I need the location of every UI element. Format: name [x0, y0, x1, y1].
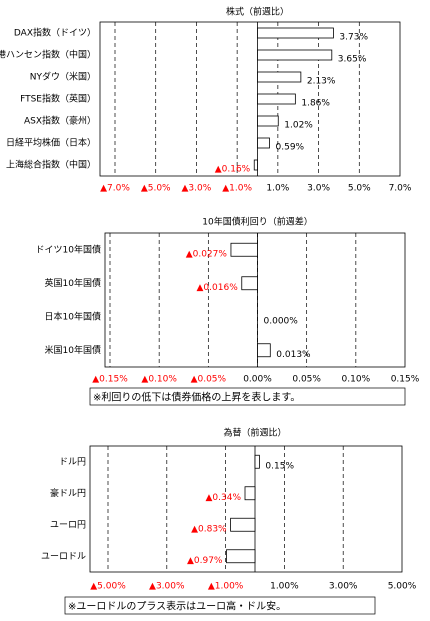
x-tick-label: 0.00%	[243, 375, 272, 385]
bar	[257, 115, 279, 127]
x-tick-label: 5.0%	[348, 184, 371, 194]
x-tick-label: ▲0.15%	[92, 375, 128, 385]
chart-title: 10年国債利回り（前週差）	[202, 216, 312, 228]
value-label: ▲0.97%	[187, 556, 223, 566]
x-tick-label: 1.00%	[270, 582, 299, 592]
bar	[257, 93, 296, 105]
bar	[230, 242, 258, 257]
category-label: ユーロドル	[41, 552, 86, 562]
category-label: 上海総合指数（中国）	[6, 159, 96, 171]
plot-frame	[104, 232, 406, 368]
category-label: ドイツ10年国債	[36, 243, 101, 255]
bar	[244, 486, 256, 501]
x-tick-label: 5.00%	[388, 582, 417, 592]
x-tick-label: ▲0.05%	[191, 375, 227, 385]
value-label: ▲0.16%	[215, 165, 251, 175]
x-tick-label: ▲0.10%	[141, 375, 177, 385]
x-tick-label: ▲1.00%	[208, 582, 244, 592]
note-box	[89, 387, 406, 406]
bar	[253, 159, 258, 171]
bar	[254, 454, 260, 469]
category-label: ドル円	[59, 456, 86, 467]
x-tick-label: 0.10%	[342, 375, 371, 385]
bar	[257, 343, 271, 358]
category-label: NYダウ（米国）	[30, 71, 96, 83]
x-tick-label: 0.05%	[292, 375, 321, 385]
category-label: 豪ドル円	[50, 487, 86, 499]
chart-title: 株式（前週比）	[226, 6, 289, 18]
value-label: ▲0.83%	[191, 524, 227, 534]
bar	[257, 27, 334, 39]
x-tick-label: 3.00%	[329, 582, 358, 592]
bar	[257, 49, 333, 61]
category-label: ASX指数（豪州）	[24, 115, 96, 127]
chart-title: 為替（前週比）	[223, 427, 286, 439]
value-label: 2.13%	[307, 77, 336, 87]
value-label: 0.000%	[264, 316, 299, 326]
bar	[257, 71, 302, 83]
note: ※ユーロドルのプラス表示はユーロ高・ドル安。	[68, 600, 286, 613]
category-label: ユーロ円	[50, 519, 86, 530]
x-tick-label: ▲5.00%	[90, 582, 126, 592]
category-label: DAX指数（ドイツ）	[14, 27, 96, 39]
bar	[241, 276, 258, 291]
x-tick-label: 1.0%	[266, 184, 289, 194]
x-tick-label: ▲3.00%	[149, 582, 185, 592]
value-label: 0.59%	[276, 143, 305, 153]
value-label: 3.65%	[338, 55, 367, 65]
x-tick-label: ▲1.0%	[222, 184, 252, 194]
x-tick-label: ▲5.0%	[141, 184, 171, 194]
category-label: 米国10年国債	[45, 344, 101, 356]
x-tick-label: 3.0%	[307, 184, 330, 194]
value-label: ▲0.027%	[186, 249, 228, 259]
bar	[230, 517, 256, 532]
bar	[257, 137, 270, 149]
value-label: 3.73%	[339, 33, 368, 43]
x-tick-label: 0.15%	[391, 375, 420, 385]
category-label: 英国10年国債	[45, 277, 101, 289]
category-label: FTSE指数（英国）	[20, 93, 96, 105]
value-label: 1.86%	[301, 99, 330, 109]
note-box	[64, 596, 376, 615]
plot-frame	[99, 21, 401, 177]
category-label: 日経平均株価（日本）	[6, 137, 96, 149]
value-label: 1.02%	[284, 121, 313, 131]
note: ※利回りの低下は債券価格の上昇を表します。	[93, 391, 300, 404]
bar	[226, 549, 256, 564]
value-label: 0.013%	[276, 350, 311, 360]
plot-frame	[89, 445, 403, 573]
category-label: 香港ハンセン指数（中国）	[0, 49, 96, 61]
x-tick-label: ▲7.0%	[100, 184, 130, 194]
value-label: ▲0.34%	[205, 493, 241, 503]
value-label: 0.15%	[265, 461, 294, 471]
x-tick-label: 7.0%	[389, 184, 412, 194]
x-tick-label: ▲3.0%	[182, 184, 212, 194]
category-label: 日本10年国債	[45, 310, 101, 322]
value-label: ▲0.016%	[197, 283, 239, 293]
